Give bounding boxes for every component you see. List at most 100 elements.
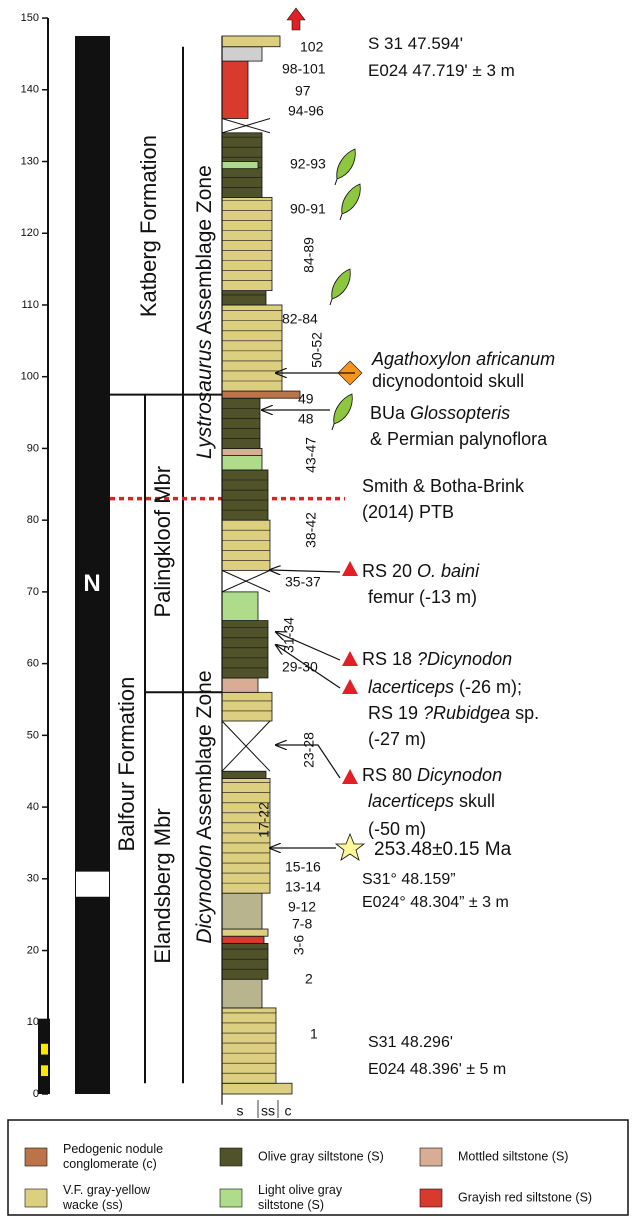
unit-label-part: Lystrosaurus [193,339,216,459]
legend-label: Mottled siltstone (S) [458,1149,568,1163]
annotation-part: (-50 m) [368,819,426,839]
annotation: RS 18 ?Dicynodon [362,649,512,669]
tick-label: 10 [27,1016,39,1028]
annotation-part: S 31 47.594' [368,34,463,53]
bed-label: 35-37 [285,574,321,590]
annotation-part: S31 48.296' [368,1034,453,1051]
tick-label: 100 [21,371,39,383]
annotation-part: RS 18 [362,649,417,669]
stratigraphic-column: 0102030405060708090100110120130140150NKa… [0,0,637,1220]
bed [222,771,266,778]
triangle [342,561,358,576]
leaf [342,184,361,214]
bed-label: 82-84 [282,311,318,327]
legend-label: Olive gray siltstone (S) [258,1149,384,1163]
legend-label: conglomerate (c) [63,1157,157,1171]
annotation-part: 253.48±0.15 Ma [374,839,512,860]
bed [222,621,268,678]
annotation-part: ?Rubidgea [423,703,510,723]
bed [222,592,258,621]
annotation: RS 80 Dicynodon [362,765,502,785]
annotation: & Permian palynoflora [370,429,548,449]
annotation-part: & Permian palynoflora [370,429,548,449]
annotation-part: Dicynodon [417,765,502,785]
bed-label: 92-93 [290,156,326,172]
tick-label: 120 [21,227,39,239]
bed-label: 7-8 [292,916,312,932]
annotation-part: dicynodontoid skull [372,371,524,391]
bed-label: 48 [298,411,314,427]
polarity-bar [75,36,110,1094]
marker [41,1044,48,1055]
tick-label: 80 [27,514,39,526]
leaf-stem [332,424,334,430]
bed [222,678,258,692]
tick-label: 20 [27,944,39,956]
annotation-part: E024 47.719' ± 3 m [368,61,515,80]
legend-label: Grayish red siltstone (S) [458,1190,592,1204]
star [336,834,364,860]
marker [41,1065,48,1076]
bed [222,291,266,305]
bed-label: 38-42 [303,512,319,548]
bed-label: 9-12 [288,899,316,915]
tick-label: 40 [27,801,39,813]
annotation-part: ?Dicynodon [417,649,512,669]
unit-label-part: Assemblage Zone [193,165,216,339]
annotation-part: sp. [510,703,539,723]
bed [222,47,262,61]
bed-label: 49 [298,391,314,407]
bed [222,398,260,448]
unit-label: Lystrosaurus Assemblage Zone [193,165,216,459]
bed [222,162,258,169]
grain-label: ss [261,1103,275,1119]
tick-label: 60 [27,658,39,670]
annotation-part: (-27 m) [368,729,426,749]
bed [222,520,270,570]
legend-label: Pedogenic nodule [63,1142,163,1156]
unit-label: Balfour Formation [114,677,139,852]
tick-label: 90 [27,442,39,454]
legend-swatch [420,1148,442,1166]
legend-swatch [25,1148,47,1166]
tick-label: 70 [27,586,39,598]
tick-label: 30 [27,873,39,885]
legend-swatch [220,1189,242,1207]
legend-label: wacke (ss) [62,1198,123,1212]
leaf-stem [340,214,342,220]
leaf [332,269,351,299]
unit-label: Dicynodon Assemblage Zone [193,670,216,943]
bed-label: 94-96 [288,103,324,119]
annotation-part: RS 20 [362,561,417,581]
unit-label: Elandsberg Mbr [150,808,175,963]
annotation: Agathoxylon africanum [371,349,555,369]
annotation: femur (-13 m) [368,587,477,607]
bed-label: 1 [310,1026,318,1042]
unit-label: Palingkloof Mbr [150,466,175,618]
tick-label: 110 [21,299,39,311]
bed [222,936,264,943]
bed-label: 50-52 [309,332,325,368]
grain-label: s [237,1103,244,1119]
bed [222,979,262,1008]
polarity-gap [76,872,109,897]
leaf [337,149,356,179]
legend-label: Light olive gray [258,1183,343,1197]
bed-label: 23-28 [301,732,317,768]
legend-swatch [420,1189,442,1207]
annotation-part: Agathoxylon africanum [371,349,555,369]
tick-label: 150 [21,12,39,24]
annotation-part: RS 80 [362,765,417,785]
annotation-part: (-26 m); [454,677,522,697]
arrow [270,570,340,572]
bed [222,893,262,929]
annotation: 253.48±0.15 Ma [374,839,512,860]
tick-label: 50 [27,729,39,741]
annotation: Smith & Botha-Brink [362,476,525,496]
tick-label: 130 [21,155,39,167]
annotation: E024° 48.304” ± 3 m [362,894,509,911]
legend-label: siltstone (S) [258,1198,324,1212]
bed-label: 2 [305,971,313,987]
bed [222,929,268,936]
annotation: lacerticeps (-26 m); [368,677,522,697]
